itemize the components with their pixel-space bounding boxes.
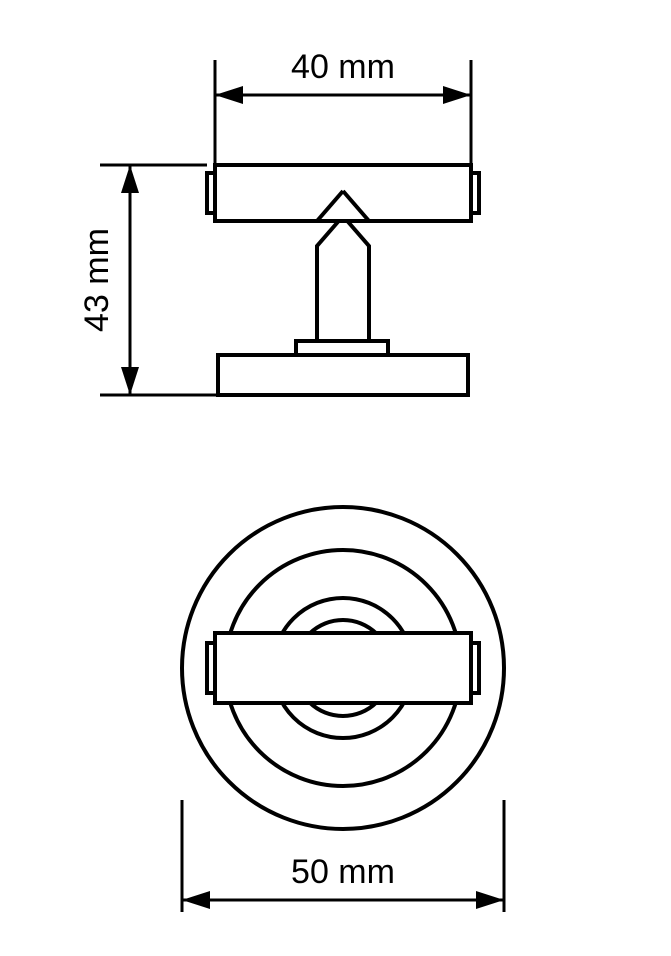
top-bar-plan <box>215 633 471 703</box>
top-cap-left <box>207 173 215 213</box>
dim-40mm: 40 mm <box>215 48 471 165</box>
dim-43mm: 43 mm <box>78 165 218 395</box>
top-cap-right <box>471 173 479 213</box>
dimension-drawing: 40 mm 43 mm <box>0 0 671 956</box>
collar <box>296 341 388 355</box>
side-view: 40 mm 43 mm <box>78 48 479 395</box>
base-plate <box>218 355 468 395</box>
dim-43mm-label: 43 mm <box>78 228 116 332</box>
top-cap-left-plan <box>207 643 215 693</box>
dim-40mm-label: 40 mm <box>291 48 395 86</box>
top-cap-right-plan <box>471 643 479 693</box>
dim-50mm-label: 50 mm <box>291 853 395 891</box>
top-view: 50 mm <box>182 507 504 912</box>
stem <box>317 216 369 341</box>
